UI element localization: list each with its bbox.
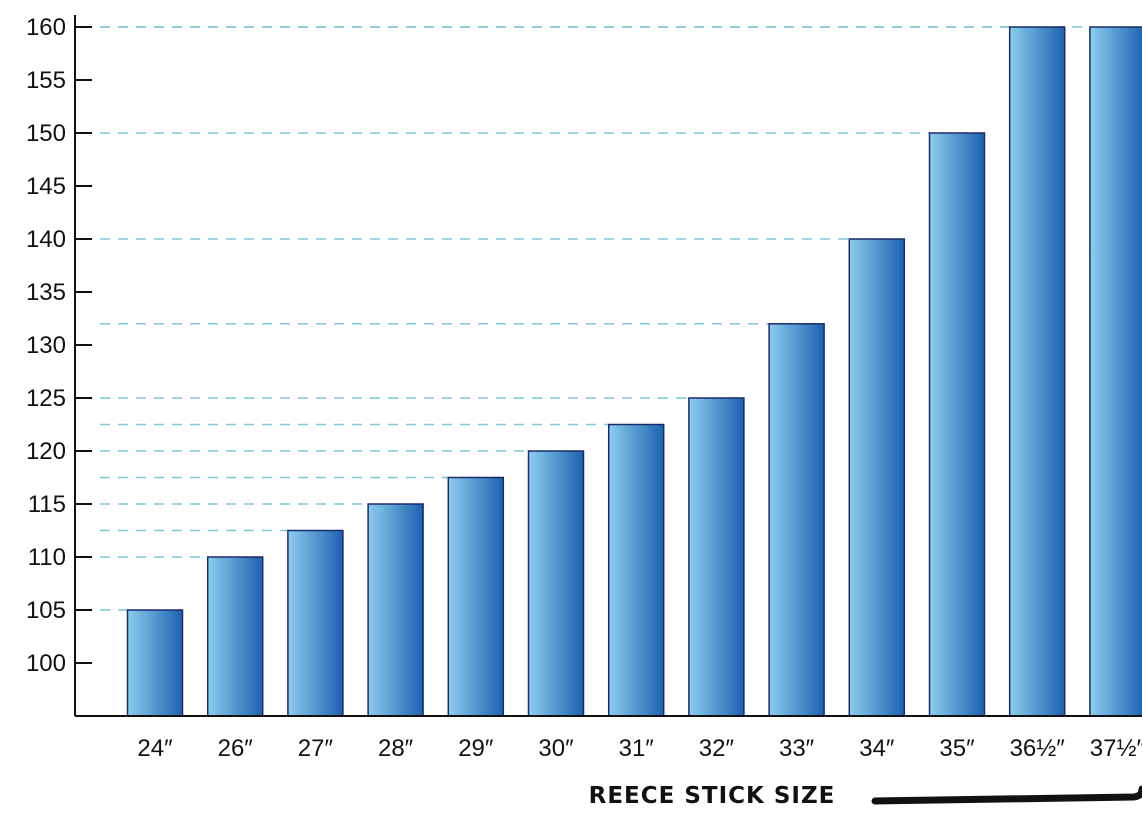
x-tick-label: 30″	[538, 735, 574, 762]
y-tick-label: 140	[26, 226, 66, 253]
y-axis-ticks: 100 105 110 115 120 125 130 135 140 145 150 155 160	[26, 14, 92, 677]
x-axis-categories: 24″ 26″ 27″ 28″ 29″ 30″ 31″ 32″ 33″ 34″ 35″ 36½″ 37½…	[137, 735, 1142, 762]
y-tick-label: 110	[28, 544, 66, 571]
y-tick-label: 160	[26, 14, 66, 41]
x-tick-label: 26″	[218, 735, 254, 762]
bar	[367, 503, 424, 717]
x-tick-label: 34″	[859, 735, 895, 762]
gridlines	[100, 26, 1090, 611]
bar	[768, 323, 825, 717]
y-tick-label: 100	[26, 650, 66, 677]
hockey-stick-icon	[871, 785, 1142, 805]
x-tick-label: 29″	[458, 735, 494, 762]
bar	[447, 476, 505, 717]
axes	[74, 15, 1142, 717]
y-tick-label: 150	[26, 120, 66, 147]
y-tick-label: 120	[26, 438, 66, 465]
y-tick-label: 125	[26, 385, 66, 412]
x-tick-label: 37½″	[1090, 735, 1142, 762]
bar	[126, 609, 184, 717]
bar	[607, 423, 665, 717]
bar	[688, 397, 745, 717]
x-tick-label: 31″	[619, 735, 655, 762]
bar	[287, 529, 344, 717]
x-tick-label: 36½″	[1010, 735, 1066, 762]
bar	[928, 132, 986, 717]
bar	[1008, 26, 1066, 717]
x-tick-label: 35″	[939, 735, 975, 762]
x-axis-label: REECE STICK SIZE	[589, 783, 836, 809]
x-tick-label: 24″	[137, 735, 173, 762]
bar	[848, 238, 906, 717]
bar	[1089, 26, 1142, 717]
bars	[126, 26, 1142, 717]
x-tick-label: 27″	[298, 735, 334, 762]
y-tick-label: 135	[26, 279, 66, 306]
y-tick-label: 130	[26, 332, 66, 359]
y-tick-label: 155	[26, 67, 66, 94]
y-tick-label: 115	[28, 491, 66, 518]
y-tick-label: 105	[26, 597, 66, 624]
y-tick-label: 145	[26, 173, 66, 200]
bar	[206, 556, 264, 717]
x-tick-label: 32″	[699, 735, 735, 762]
x-tick-label: 33″	[779, 735, 815, 762]
x-tick-label: 28″	[378, 735, 414, 762]
bar	[527, 450, 585, 717]
